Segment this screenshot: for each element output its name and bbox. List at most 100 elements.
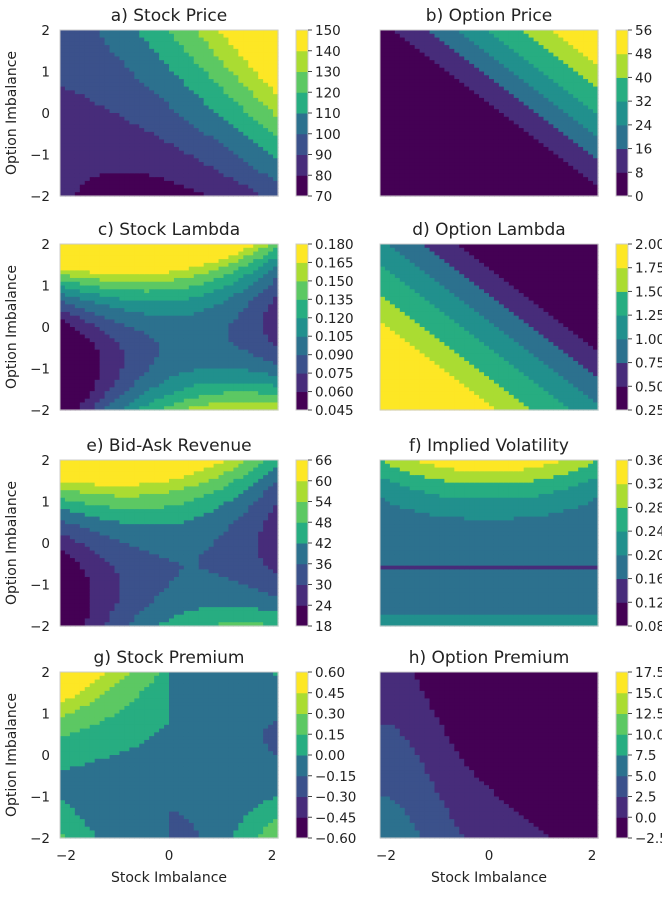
contour-cell [404,101,411,107]
contour-cell [513,131,520,137]
contour-cell [79,192,86,197]
contour-cell [218,86,225,91]
contour-cell [384,86,391,91]
contour-cell [223,116,230,122]
contour-cell [543,120,550,125]
contour-cell [538,154,545,159]
contour-cell [459,131,465,137]
contour-cell [528,67,535,73]
contour-cell [243,97,249,103]
contour-cell [394,120,401,125]
contour-cell [489,116,495,122]
contour-cell [409,79,416,84]
contour-cell [588,71,594,76]
contour-cell [154,289,160,294]
contour-cell [193,109,200,114]
contour-cell [159,37,165,42]
contour-cell [439,158,445,163]
contour-cell [84,255,91,260]
contour-cell [498,71,505,76]
contour-cell [99,319,106,324]
contour-cell [434,143,441,148]
contour-cell [464,135,470,141]
contour-cell [434,184,441,190]
contour-cell [94,56,101,61]
contour-cell [578,75,584,80]
contour-cell [493,48,500,54]
contour-cell [583,56,589,61]
contour-cell [588,101,594,107]
contour-cell [384,71,391,76]
contour-cell [449,143,455,148]
contour-cell [173,71,180,76]
contour-cell [124,262,130,268]
contour-cell [149,345,155,351]
contour-cell [508,150,515,156]
contour-cell [523,67,530,73]
contour-cell [273,75,279,80]
contour-cell [124,270,130,275]
contour-cell [389,101,396,107]
contour-cell [124,143,130,148]
contour-cell [518,146,525,152]
contour-cell [89,323,96,328]
contour-cell [109,101,116,107]
contour-cell [208,67,215,73]
contour-cell [74,262,81,268]
contour-cell [129,281,135,287]
contour-cell [69,109,76,114]
contour-cell [474,135,480,141]
contour-cell [114,353,121,358]
contour-cell [169,368,175,373]
contour-cell [404,177,411,182]
contour-cell [464,33,470,39]
contour-cell [203,41,210,46]
contour-cell [173,300,180,305]
contour-cell [139,135,145,141]
contour-cell [203,86,210,91]
contour-cell [548,120,554,125]
contour-cell [394,33,401,39]
contour-cell [173,391,180,396]
contour-cell [69,180,76,186]
contour-cell [444,131,450,137]
contour-cell [69,293,76,298]
contour-cell [64,345,71,351]
contour-cell [593,48,599,54]
contour-cell [389,86,396,91]
contour-cell [503,165,510,171]
contour-cell [213,146,220,152]
contour-cell [74,75,81,80]
contour-cell [469,131,475,137]
contour-cell [273,30,279,35]
contour-cell [169,75,175,80]
contour-cell [248,184,254,190]
contour-cell [523,94,530,99]
contour-cell [484,67,490,73]
contour-cell [218,120,225,125]
contour-cell [223,67,230,73]
contour-cell [60,308,66,313]
contour-cell [134,177,140,182]
contour-cell [149,379,155,385]
contour-cell [399,45,406,50]
contour-cell [149,255,155,260]
contour-cell [114,360,121,366]
contour-cell [173,30,180,35]
contour-cell [188,177,195,182]
contour-cell [183,180,190,186]
contour-cell [248,113,254,118]
contour-cell [64,293,71,298]
contour-cell [134,180,140,186]
contour-cell [139,338,145,343]
contour-cell [469,82,475,88]
contour-cell [134,101,140,107]
contour-cell [228,67,234,73]
contour-cell [134,173,140,178]
contour-cell [228,180,234,186]
contour-cell [134,37,140,42]
contour-cell [588,41,594,46]
contour-cell [84,150,91,156]
contour-cell [518,52,525,58]
contour-cell [124,308,130,313]
